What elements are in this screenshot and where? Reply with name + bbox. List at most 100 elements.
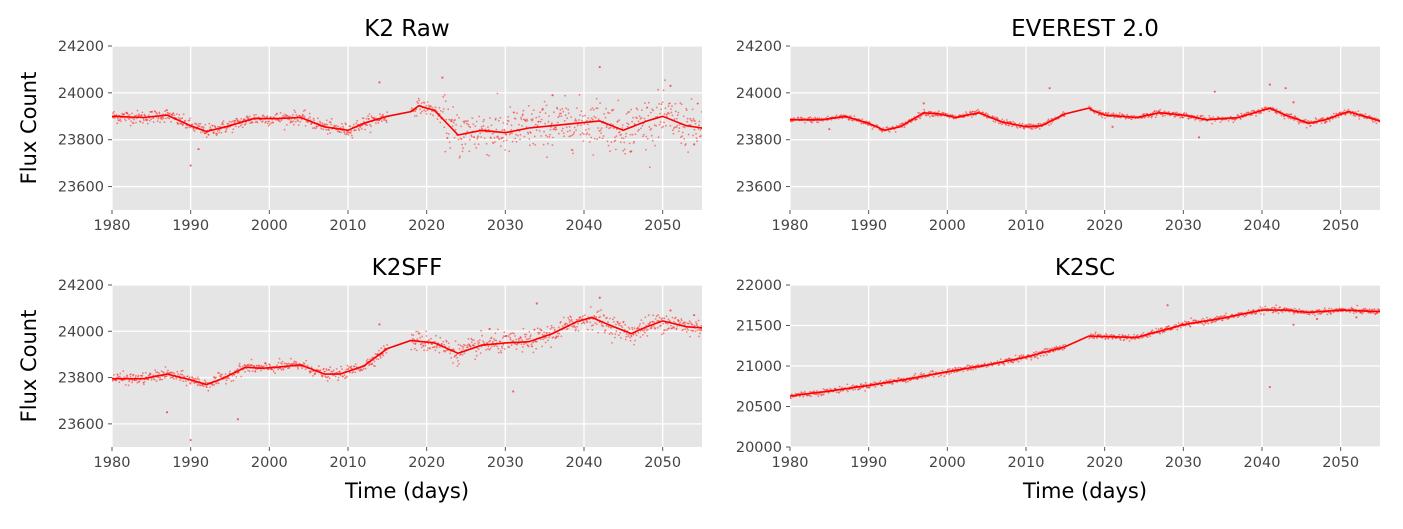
data-point (661, 101, 664, 104)
data-point (540, 118, 543, 121)
data-point (648, 323, 651, 326)
data-point (238, 362, 241, 365)
data-point (515, 140, 518, 143)
data-point (126, 113, 129, 115)
data-point (692, 117, 695, 120)
data-point (1142, 332, 1145, 334)
data-point (505, 133, 508, 136)
data-point (185, 384, 188, 387)
data-point (1222, 315, 1224, 317)
data-point (503, 331, 506, 334)
data-point (155, 380, 158, 382)
data-point (346, 375, 348, 378)
data-point (321, 374, 324, 377)
data-point (358, 129, 361, 132)
chart-everest: 1980 1990 2000 2010 2020 2030 2040 205023600238… (736, 16, 1380, 234)
x-tick-label: 2040 (566, 218, 603, 234)
data-point (455, 353, 458, 356)
data-point (597, 331, 600, 334)
data-point (539, 120, 542, 123)
data-point (648, 126, 651, 128)
data-point (920, 374, 923, 376)
data-point (1368, 115, 1371, 117)
data-point (685, 331, 688, 333)
data-point (853, 115, 856, 117)
data-point (258, 364, 261, 367)
data-point (253, 116, 256, 119)
data-point (383, 117, 386, 120)
data-point (690, 329, 692, 332)
data-point (648, 166, 651, 169)
data-point (1304, 118, 1307, 121)
data-point (552, 136, 554, 139)
data-point (154, 110, 157, 113)
x-tick-label: 2000 (251, 455, 288, 471)
data-point (561, 107, 564, 110)
data-point (164, 110, 166, 113)
data-point (624, 152, 627, 155)
data-point (415, 330, 418, 333)
data-point (924, 376, 926, 379)
y-tick-label: 20500 (736, 400, 782, 416)
data-point (551, 144, 554, 147)
data-point (504, 149, 507, 151)
y-tick-label: 23600 (736, 180, 782, 196)
data-point (328, 129, 331, 131)
data-point (339, 126, 342, 129)
data-point (513, 111, 515, 114)
data-point (546, 156, 548, 159)
data-point (373, 360, 376, 363)
data-point (493, 136, 496, 139)
data-point (522, 327, 525, 330)
data-point (686, 120, 689, 123)
data-point (567, 317, 570, 319)
data-point (198, 125, 201, 127)
data-point (888, 130, 891, 133)
data-point (424, 344, 427, 347)
data-point (571, 325, 573, 328)
data-point (811, 121, 813, 124)
data-point (1176, 328, 1179, 331)
data-point (112, 112, 114, 115)
data-point (1188, 117, 1191, 119)
data-point (808, 117, 810, 120)
data-point (189, 117, 192, 120)
data-point (379, 113, 381, 115)
data-point (575, 120, 578, 122)
data-point (497, 119, 500, 122)
data-point (249, 122, 252, 124)
data-point (992, 120, 995, 123)
data-point (1355, 311, 1358, 314)
data-point (641, 329, 644, 332)
data-point (572, 152, 574, 155)
data-point (635, 107, 638, 110)
data-point (975, 109, 978, 112)
data-point (591, 107, 594, 109)
data-point (639, 336, 642, 338)
data-point (326, 380, 329, 382)
data-point (446, 137, 449, 139)
data-point (671, 105, 673, 107)
data-point (638, 128, 640, 131)
data-point (660, 103, 663, 106)
data-point (562, 316, 565, 319)
data-point (667, 318, 670, 321)
data-point (158, 372, 161, 375)
x-tick-label: 2000 (929, 218, 966, 234)
data-point (158, 112, 161, 115)
data-point (946, 113, 949, 115)
data-point (521, 339, 523, 342)
data-point (659, 121, 662, 123)
outlier-point (598, 65, 601, 69)
data-point (599, 102, 601, 104)
data-point (671, 316, 674, 319)
data-point (468, 125, 470, 128)
data-point (362, 368, 365, 370)
data-point (471, 117, 474, 119)
data-point (374, 365, 376, 367)
data-point (566, 130, 569, 133)
data-point (899, 123, 901, 126)
data-point (510, 124, 513, 127)
data-point (202, 127, 205, 130)
data-point (1287, 113, 1289, 116)
